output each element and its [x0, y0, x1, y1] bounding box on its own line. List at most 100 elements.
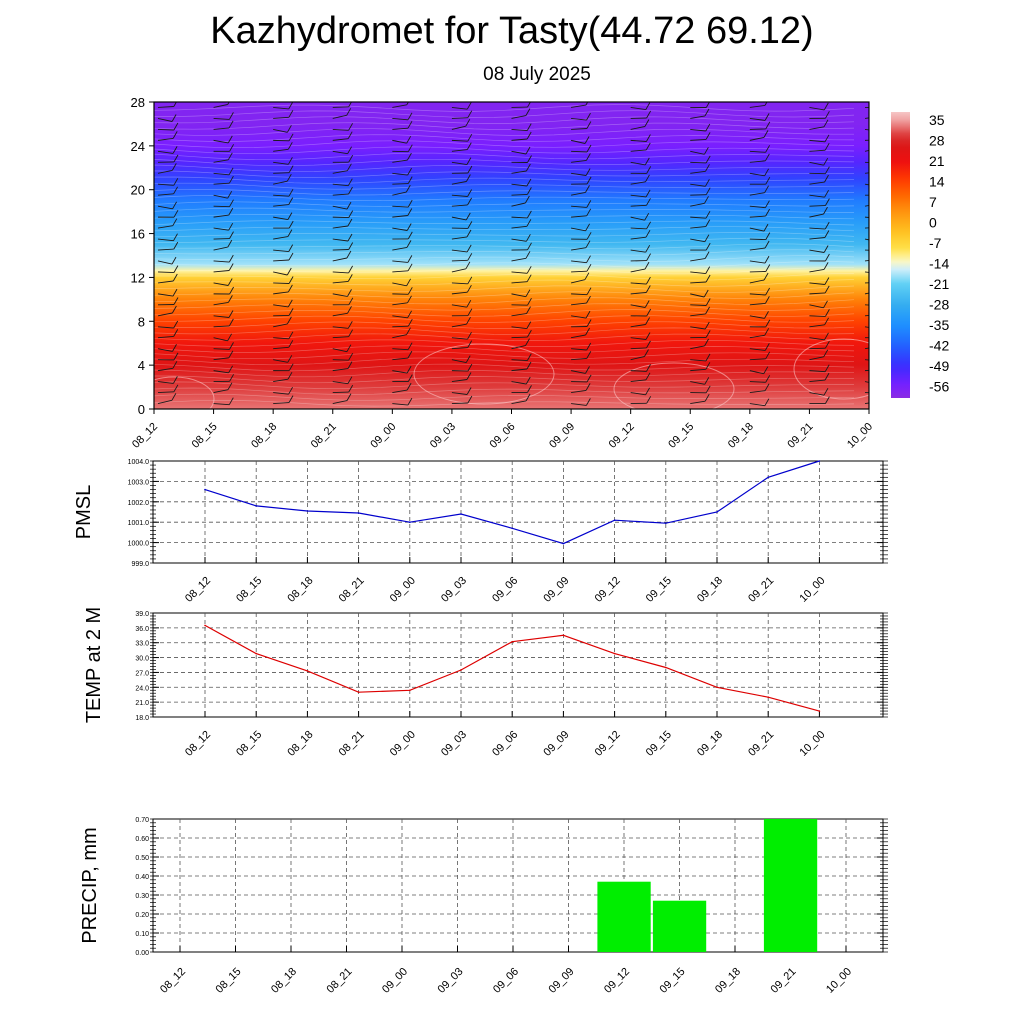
wind-barb-flag — [825, 166, 830, 174]
wind-barb — [749, 279, 765, 284]
wind-barb — [332, 150, 348, 155]
wind-barb-flag — [407, 342, 413, 350]
wind-barb-flag — [881, 244, 885, 251]
wind-barb-flag — [348, 265, 353, 274]
wind-barb-flag — [287, 125, 292, 133]
wind-barb — [511, 216, 528, 219]
wind-barb-flag — [823, 349, 829, 358]
wind-barb-flag — [704, 251, 710, 259]
wind-barb — [864, 259, 869, 262]
wind-barb — [690, 313, 706, 317]
wind-barb — [273, 107, 289, 110]
wind-barb-flag — [646, 308, 652, 317]
wind-barb-flag — [880, 180, 884, 187]
wind-barb — [451, 282, 468, 285]
wind-barb — [511, 257, 527, 262]
wind-barb — [332, 106, 349, 108]
data-point — [409, 689, 411, 692]
contour-line — [154, 214, 855, 220]
wind-barb — [809, 292, 826, 295]
x-tick-label: 09_03 — [428, 421, 458, 451]
wind-barb — [809, 392, 825, 396]
wind-barb-flag — [705, 102, 710, 108]
y-tick-label: 1003.0 — [128, 479, 150, 486]
x-tick-label: 09_09 — [547, 421, 577, 451]
wind-barb-flag — [347, 163, 352, 171]
wind-barb-flag — [704, 377, 710, 385]
wind-barb — [809, 194, 825, 198]
wind-barb — [630, 249, 646, 253]
wind-barb-flag — [881, 307, 885, 314]
x-tick-label: 10_00 — [797, 575, 827, 605]
wind-barb-flag — [228, 350, 234, 359]
wind-barb-flag — [228, 365, 233, 374]
wind-barb — [630, 337, 647, 340]
wind-barb-flag — [765, 351, 771, 360]
wind-barb-flag — [173, 122, 179, 131]
wind-barb-flag — [586, 342, 592, 351]
wind-barb-flag — [406, 365, 412, 374]
wind-barb — [273, 216, 288, 221]
x-tick-label: 08_12 — [183, 575, 213, 605]
contour-line — [154, 243, 855, 250]
wind-barb-flag — [645, 174, 650, 183]
wind-barb — [332, 183, 349, 187]
wind-barb-flag — [645, 102, 651, 110]
wind-barb — [690, 293, 705, 298]
colorbar-label: 14 — [929, 174, 945, 190]
wind-barb-flag — [227, 333, 232, 342]
contour-lines — [154, 104, 869, 409]
y-tick-label: 24.0 — [135, 685, 149, 692]
wind-barb-flag — [879, 235, 883, 242]
wind-barb — [157, 326, 174, 329]
wind-barb-flag — [825, 253, 830, 262]
wind-barb — [749, 128, 766, 130]
x-tick-label: 09_00 — [368, 421, 398, 451]
wind-barb-flag — [171, 163, 177, 171]
wind-barb-flag — [879, 284, 883, 291]
wind-barb-flag — [227, 102, 230, 105]
wind-barb — [511, 193, 528, 196]
wind-barb-flag — [704, 338, 709, 347]
wind-barb — [690, 400, 706, 404]
wind-barb-flag — [644, 119, 650, 127]
wind-barb — [749, 260, 766, 264]
wind-barb — [571, 117, 587, 121]
x-tick-label: 09_12 — [593, 575, 623, 605]
wind-barb-flag — [526, 274, 532, 282]
wind-barb — [157, 106, 174, 108]
wind-barb — [392, 389, 408, 393]
wind-barb-flag — [173, 384, 179, 393]
data-point — [204, 624, 206, 627]
wind-barb — [690, 138, 707, 141]
wind-barb — [630, 236, 647, 240]
wind-barb-flag — [825, 340, 830, 349]
wind-barb-flag — [646, 221, 651, 230]
x-tick-label: 08_15 — [234, 575, 264, 605]
wind-barb — [864, 216, 869, 218]
y-tick-label: 24 — [131, 139, 145, 154]
wind-barb — [511, 183, 527, 187]
wind-barb — [273, 271, 288, 276]
wind-barb — [809, 149, 826, 152]
wind-barb-flag — [645, 285, 651, 293]
wind-barb — [451, 304, 467, 308]
wind-barb-flag — [764, 255, 770, 264]
wind-barb — [809, 379, 826, 383]
x-tick-label: 09_15 — [666, 421, 696, 451]
wind-barb — [809, 370, 826, 373]
wind-barbs — [157, 102, 885, 407]
wind-barb — [332, 225, 348, 229]
wind-barb-flag — [228, 120, 234, 129]
wind-barb-flag — [465, 261, 471, 270]
wind-barb-flag — [287, 142, 293, 150]
wind-barb — [157, 193, 174, 196]
wind-barb-flag — [765, 208, 770, 217]
wind-barb — [809, 268, 825, 273]
wind-barb-flag — [704, 321, 710, 330]
wind-barb — [630, 181, 646, 185]
wind-barb — [749, 136, 765, 141]
colorbar-label: -21 — [929, 276, 949, 292]
wind-barb-flag — [228, 222, 234, 231]
data-point — [204, 488, 206, 491]
